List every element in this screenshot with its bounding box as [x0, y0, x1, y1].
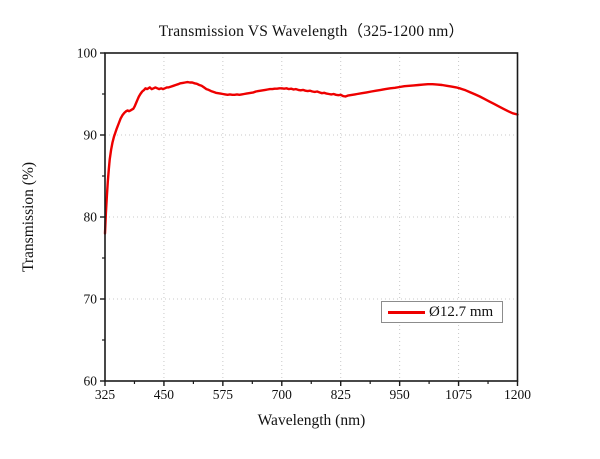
legend-label: Ø12.7 mm [429, 303, 494, 320]
x-tick-label: 700 [272, 387, 293, 402]
legend: Ø12.7 mm [381, 301, 503, 323]
legend-line-swatch [388, 310, 425, 314]
y-tick-label: 70 [84, 292, 98, 307]
x-tick-label: 1075 [445, 387, 472, 402]
y-tick-label: 60 [84, 374, 98, 389]
y-tick-label: 80 [84, 210, 98, 225]
y-tick-label: 100 [77, 46, 98, 61]
x-axis-label: Wavelength (nm) [257, 412, 366, 429]
transmission-curve [103, 80, 519, 235]
x-tick-label: 1200 [504, 387, 531, 402]
x-tick-label: 450 [154, 387, 175, 402]
y-axis-label: Transmission (%) [20, 161, 37, 273]
x-tick-label: 950 [390, 387, 411, 402]
plot-frame [104, 52, 519, 382]
chart-title: Transmission VS Wavelength（325-1200 nm） [158, 23, 465, 40]
x-tick-label: 575 [213, 387, 234, 402]
y-tick-label: 90 [84, 128, 98, 143]
x-tick-label: 825 [331, 387, 352, 402]
x-tick-label: 325 [95, 387, 116, 402]
